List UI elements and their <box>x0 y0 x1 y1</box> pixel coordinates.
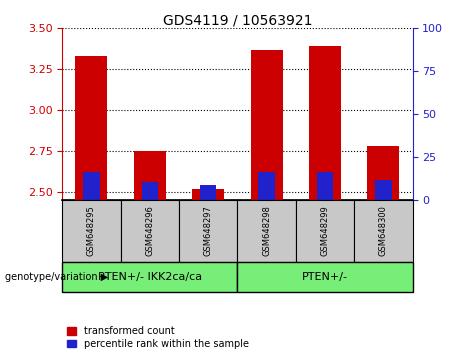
Text: GSM648299: GSM648299 <box>320 206 330 256</box>
Bar <box>251 50 283 200</box>
Bar <box>237 200 296 262</box>
Bar <box>121 200 179 262</box>
Bar <box>62 262 237 292</box>
Text: GSM648295: GSM648295 <box>87 206 96 256</box>
Bar <box>179 200 237 262</box>
Bar <box>237 262 413 292</box>
Text: genotype/variation ▶: genotype/variation ▶ <box>5 272 108 282</box>
Text: PTEN+/-: PTEN+/- <box>302 272 348 282</box>
Title: GDS4119 / 10563921: GDS4119 / 10563921 <box>163 13 312 27</box>
Bar <box>62 200 121 262</box>
Bar <box>200 185 216 200</box>
Bar <box>296 200 354 262</box>
Bar <box>317 172 333 200</box>
Bar <box>142 182 158 200</box>
Text: GSM648300: GSM648300 <box>379 206 388 256</box>
Bar <box>367 146 399 200</box>
Bar <box>354 200 413 262</box>
Bar <box>259 172 275 200</box>
Bar <box>192 189 225 200</box>
Text: PTEN+/- IKK2ca/ca: PTEN+/- IKK2ca/ca <box>98 272 202 282</box>
Bar <box>134 151 166 200</box>
Legend: transformed count, percentile rank within the sample: transformed count, percentile rank withi… <box>67 326 248 349</box>
Text: GSM648298: GSM648298 <box>262 206 271 256</box>
Bar <box>309 46 341 200</box>
Text: GSM648297: GSM648297 <box>204 206 213 256</box>
Bar <box>375 181 391 200</box>
Bar <box>83 172 100 200</box>
Bar <box>75 56 107 200</box>
Text: GSM648296: GSM648296 <box>145 206 154 256</box>
